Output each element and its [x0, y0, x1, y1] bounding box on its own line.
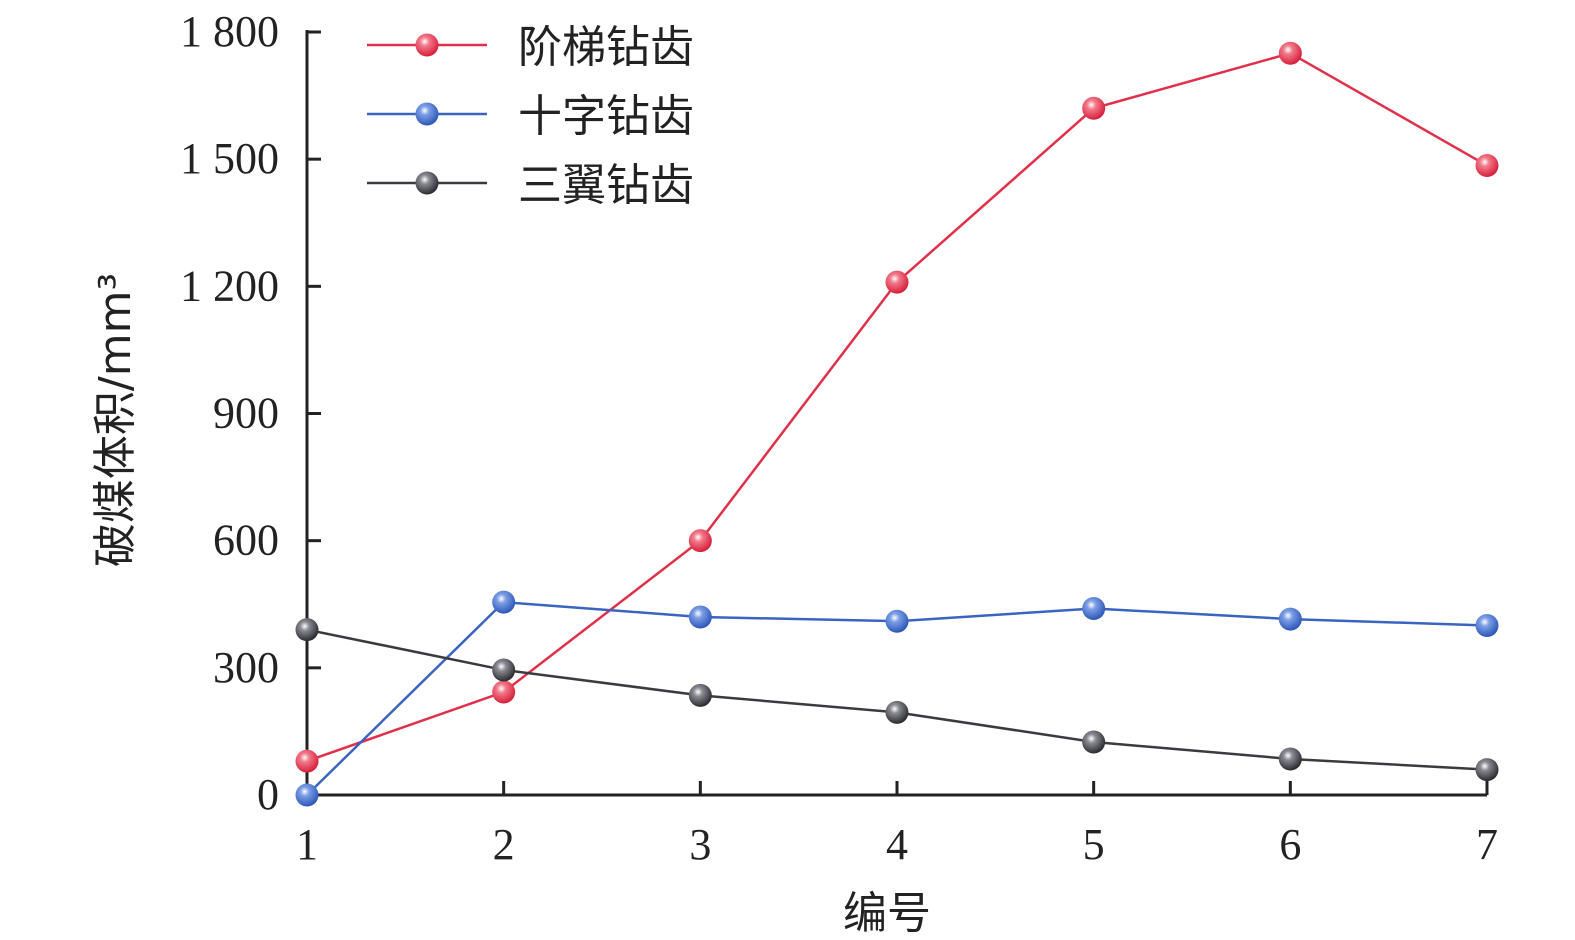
y-tick-label: 1 200 — [180, 261, 279, 310]
data-point — [885, 700, 909, 724]
data-point — [1278, 41, 1302, 65]
series-line — [306, 51, 1488, 763]
x-tick-label: 3 — [689, 820, 711, 869]
legend-marker — [415, 102, 439, 126]
y-tick-label: 0 — [257, 770, 279, 819]
x-tick-label: 6 — [1279, 820, 1301, 869]
y-tick-label: 600 — [213, 516, 279, 565]
data-point — [1278, 747, 1302, 771]
x-tick-label: 4 — [886, 820, 908, 869]
data-point — [688, 683, 712, 707]
data-point — [1082, 596, 1106, 620]
x-tick-label: 2 — [493, 820, 515, 869]
y-tick-label: 300 — [213, 643, 279, 692]
y-tick-label: 1 500 — [180, 134, 279, 183]
data-point — [1278, 607, 1302, 631]
data-point — [1475, 154, 1499, 178]
data-point — [885, 270, 909, 294]
data-point — [688, 605, 712, 629]
data-point — [688, 529, 712, 553]
data-point — [295, 749, 319, 773]
data-point — [1475, 758, 1499, 782]
data-point — [1082, 730, 1106, 754]
y-tick-label: 1 800 — [180, 7, 279, 56]
data-point — [492, 680, 516, 704]
x-tick-label: 7 — [1476, 820, 1498, 869]
legend-label: 十字钻齿 — [518, 91, 694, 142]
data-point — [295, 783, 319, 807]
axes: 0 300 600 900 1 200 1 500 1 800 1 2 3 4 5 6 7 — [180, 7, 1498, 869]
legend-label: 三翼钻齿 — [518, 160, 694, 211]
legend-marker — [415, 33, 439, 57]
x-tick-label: 5 — [1083, 820, 1105, 869]
series-group — [295, 41, 1499, 807]
data-point — [1082, 96, 1106, 120]
y-axis-label: 破煤体积/mm³ — [90, 273, 141, 567]
data-point — [492, 590, 516, 614]
legend-marker — [415, 171, 439, 195]
legend-label: 阶梯钻齿 — [518, 22, 694, 73]
data-point — [492, 658, 516, 682]
data-point — [885, 609, 909, 633]
data-point — [1475, 613, 1499, 637]
x-axis-label: 编号 — [843, 888, 931, 939]
y-tick-label: 900 — [213, 389, 279, 438]
x-tick-label: 1 — [296, 820, 318, 869]
data-point — [295, 618, 319, 642]
